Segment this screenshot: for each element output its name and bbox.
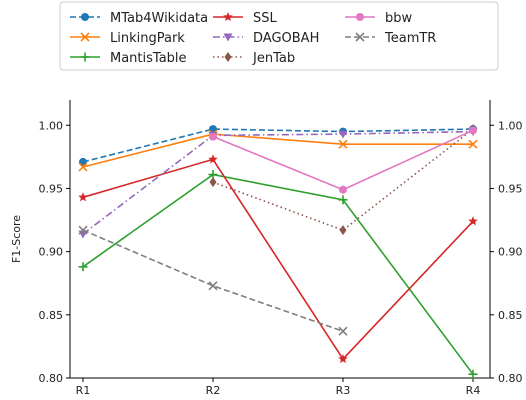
data-point [338,130,348,139]
data-point [468,139,478,149]
y-tick-label-right: 0.85 [498,309,523,322]
x-tick-label: R1 [76,384,91,397]
legend-marker [224,52,232,62]
series-mtab4wikidata [79,125,477,166]
legend-marker [80,32,90,42]
data-point [78,225,88,235]
y-axis-title: F1-Score [10,215,23,263]
series-bbw [209,126,477,194]
y-tick-label-right: 0.95 [498,182,523,195]
series-ssl [78,154,478,364]
legend-item: LinkingPark [70,31,185,46]
y-tick-label-right: 0.90 [498,246,523,259]
data-point [209,177,217,188]
plot-frame [69,100,491,379]
legend-box [59,1,499,71]
data-point [338,195,348,205]
x-axis: R1 R2 R3 R4 [76,378,481,397]
data-point [338,139,348,149]
data-point [208,281,218,291]
series-line [82,133,473,168]
legend-label: JenTab [252,51,295,66]
data-point [208,154,218,164]
legend-item: TeamTR [345,31,436,46]
legend-label: SSL [253,11,278,26]
data-point [469,126,477,135]
data-point [209,132,217,141]
series-line [82,229,344,333]
y-tick-label-left: 0.95 [39,182,64,195]
data-point [78,162,88,172]
series-line [82,128,474,163]
legend-marker [80,52,90,62]
legend-label: TeamTR [384,31,436,46]
legend-marker [223,33,233,42]
series-line [212,128,474,232]
y-axis-right: 0.80 0.85 0.90 0.95 1.00 [490,119,523,385]
series-jentab [209,124,477,236]
data-point [339,185,347,194]
series-linkingpark [78,129,478,172]
legend-marker [355,32,365,42]
legend-item: MantisTable [70,51,187,66]
series-line [82,158,474,361]
y-tick-label-left: 0.80 [39,372,64,385]
series-teamtr [78,225,348,336]
y-tick-label-left: 0.85 [39,309,64,322]
x-tick-label: R4 [466,384,481,397]
legend: MTab4Wikidata LinkingPark MantisTable SSL DA… [59,1,499,71]
y-tick-label-right: 0.80 [498,372,523,385]
y-tick-label-right: 1.00 [498,119,523,132]
legend-marker [81,13,89,21]
data-point [338,326,348,336]
legend-marker [356,13,364,21]
legend-item: MTab4Wikidata [70,11,208,26]
data-point [78,192,88,202]
legend-label: LinkingPark [110,31,185,46]
y-axis-left: 0.80 0.85 0.90 0.95 1.00 [39,119,70,385]
legend-label: bbw [385,11,413,26]
series-line [82,173,474,375]
series-layer [78,124,478,379]
legend-marker [223,12,233,22]
legend-item: DAGOBAH [213,31,319,46]
legend-label: DAGOBAH [253,31,319,46]
x-tick-label: R3 [336,384,351,397]
series-mantistable [78,170,478,379]
x-tick-label: R2 [206,384,221,397]
data-point [468,216,478,226]
y-tick-label-left: 1.00 [39,119,64,132]
data-point [338,354,348,364]
legend-label: MTab4Wikidata [110,11,208,26]
legend-item: SSL [213,11,278,26]
series-line [82,130,474,235]
y-tick-label-left: 0.90 [39,246,64,259]
legend-item: bbw [345,11,413,26]
data-point [78,262,88,272]
data-point [339,225,347,236]
legend-label: MantisTable [110,51,187,66]
data-point [468,369,478,379]
legend-item: JenTab [213,51,295,66]
